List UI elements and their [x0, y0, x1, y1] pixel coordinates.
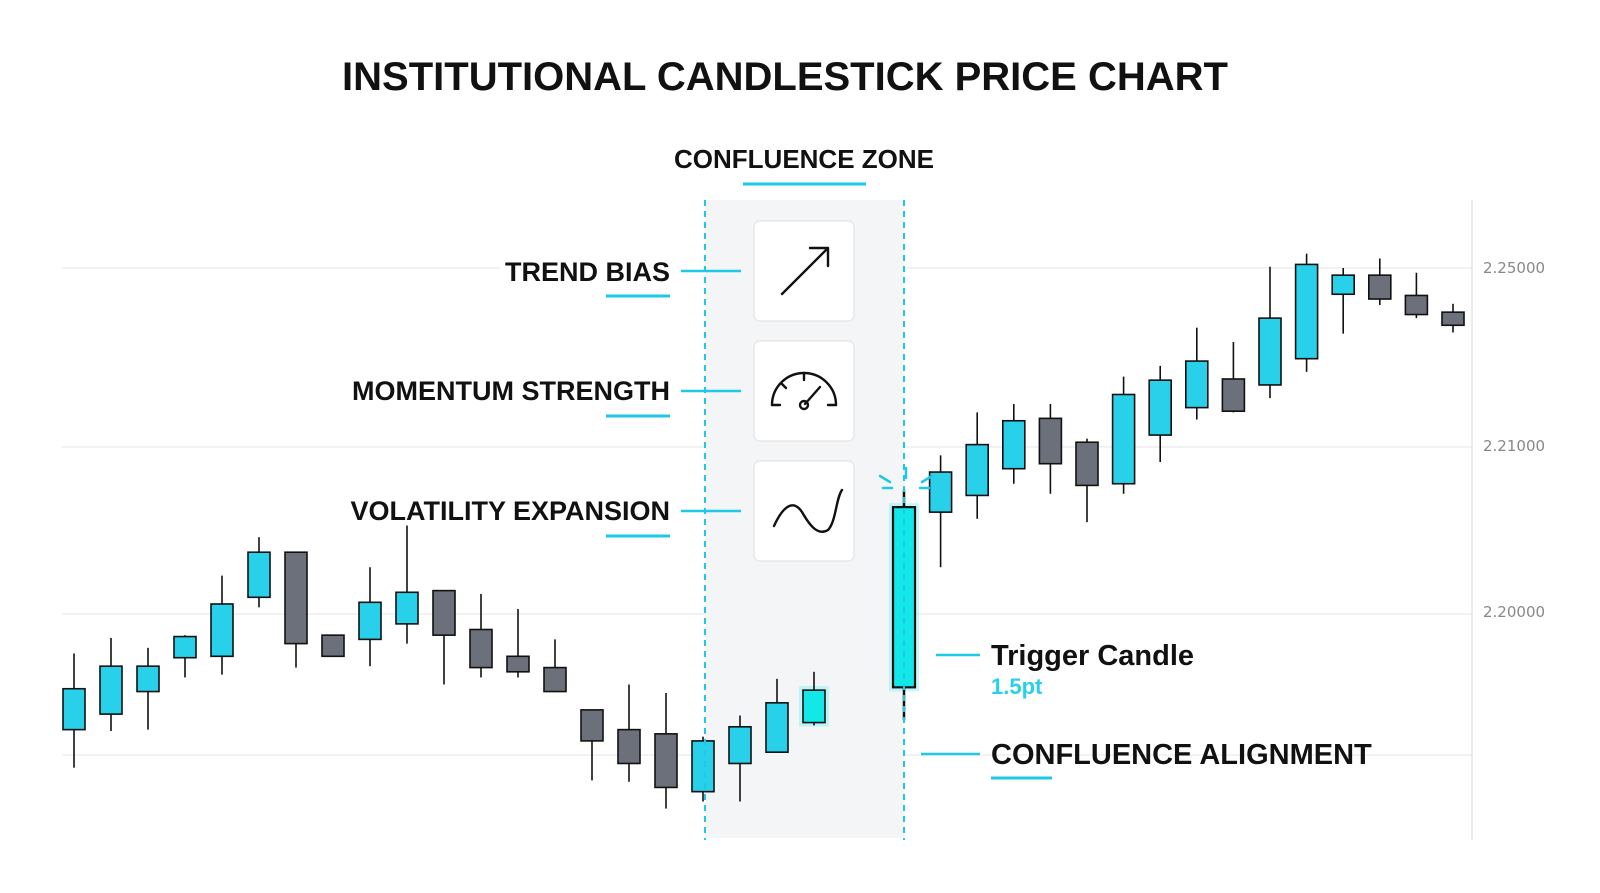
- candle-body: [1075, 441, 1099, 487]
- candle: [1294, 253, 1319, 372]
- candle: [395, 525, 419, 644]
- candle: [765, 678, 789, 753]
- candle-body: [1404, 294, 1429, 316]
- candle: [284, 551, 308, 668]
- candle-body: [136, 665, 160, 693]
- candle-body: [1294, 263, 1319, 360]
- candle: [99, 637, 123, 732]
- candle-body: [1001, 419, 1026, 470]
- candle: [1441, 303, 1465, 333]
- candle-body: [802, 689, 826, 724]
- candle: [1258, 266, 1282, 399]
- factor-volatility-expansion: VOLATILITY EXPANSION: [350, 460, 855, 562]
- candle: [691, 736, 715, 802]
- candle: [580, 709, 604, 781]
- candle: [321, 634, 345, 658]
- candle-body: [617, 728, 641, 765]
- candle-body: [691, 740, 715, 793]
- candle: [358, 567, 382, 667]
- y-axis-ticks: 2.25000 2.21000 2.20000: [1483, 259, 1545, 621]
- candle: [432, 589, 456, 685]
- candle-body: [543, 666, 567, 693]
- candle: [1111, 376, 1136, 494]
- candle-body: [247, 551, 271, 599]
- trend-arrow-icon: [780, 246, 830, 296]
- y-tick-label: 2.21000: [1483, 437, 1545, 455]
- candle-body: [1331, 274, 1355, 296]
- trigger-candle-value: 1.5pt: [991, 674, 1043, 699]
- candle-body: [580, 709, 604, 742]
- candle: [247, 537, 271, 608]
- candle: [506, 608, 530, 678]
- candle-body: [1441, 311, 1465, 327]
- candle-body: [99, 665, 123, 715]
- candle-body: [210, 603, 234, 658]
- candle: [965, 412, 990, 519]
- candle-body: [728, 725, 752, 765]
- factor-trend-bias: TREND BIAS: [505, 220, 855, 322]
- factor-icon-card: [753, 460, 855, 562]
- y-tick-label: 2.25000: [1483, 259, 1545, 277]
- candle-body: [1185, 360, 1209, 409]
- candle-body: [1148, 379, 1172, 436]
- wave-curve-icon: [772, 488, 844, 533]
- candle-body: [321, 634, 345, 658]
- candle-body: [765, 702, 789, 753]
- trigger-sparkle: [878, 466, 934, 490]
- candle-body: [1258, 317, 1282, 386]
- candle-body: [358, 601, 382, 641]
- candle-body: [62, 687, 86, 731]
- factor-label: VOLATILITY EXPANSION: [350, 496, 670, 526]
- candle: [1404, 272, 1429, 319]
- candle: [1221, 341, 1246, 413]
- candle: [1368, 258, 1392, 305]
- factor-label: TREND BIAS: [505, 257, 670, 287]
- candle: [136, 647, 160, 730]
- confluence-alignment-label: CONFLUENCE ALIGNMENT: [991, 739, 1372, 771]
- candle: [1075, 438, 1099, 523]
- candle-body: [173, 635, 197, 659]
- candle: [543, 639, 567, 693]
- candle: [1148, 365, 1172, 463]
- candle: [728, 715, 752, 802]
- candle: [469, 593, 493, 678]
- candle: [210, 575, 234, 675]
- candle-body: [395, 591, 419, 625]
- candle-body: [965, 443, 990, 497]
- candle: [654, 692, 678, 809]
- gauge-icon: [770, 371, 838, 411]
- factor-icon-card: [753, 340, 855, 442]
- candle-body: [1111, 393, 1136, 485]
- candle: [1038, 404, 1063, 494]
- candle: [1001, 404, 1026, 484]
- y-tick-label: 2.20000: [1483, 603, 1545, 621]
- candle-body: [284, 551, 308, 645]
- candle-body: [654, 733, 678, 789]
- trigger-candle-label: Trigger Candle: [991, 640, 1194, 672]
- candles-layer: [62, 253, 1465, 809]
- candle: [1331, 268, 1355, 334]
- factor-momentum-strength: MOMENTUM STRENGTH: [352, 340, 855, 442]
- candle: [799, 671, 829, 727]
- candle: [617, 684, 641, 782]
- candle-body: [1038, 417, 1063, 465]
- candle-body: [928, 471, 953, 513]
- candle: [1185, 327, 1209, 420]
- candle-body: [469, 628, 493, 669]
- candle-body: [506, 655, 530, 673]
- candle: [928, 455, 953, 568]
- candle: [173, 635, 197, 678]
- candle: [62, 653, 86, 768]
- candle-body: [1368, 274, 1392, 300]
- candle-body: [432, 589, 456, 636]
- confluence-zone-label: CONFLUENCE ZONE: [674, 144, 934, 174]
- chart-title: INSTITUTIONAL CANDLESTICK PRICE CHART: [342, 55, 1228, 99]
- candle-body: [1221, 378, 1246, 413]
- factor-label: MOMENTUM STRENGTH: [352, 376, 670, 406]
